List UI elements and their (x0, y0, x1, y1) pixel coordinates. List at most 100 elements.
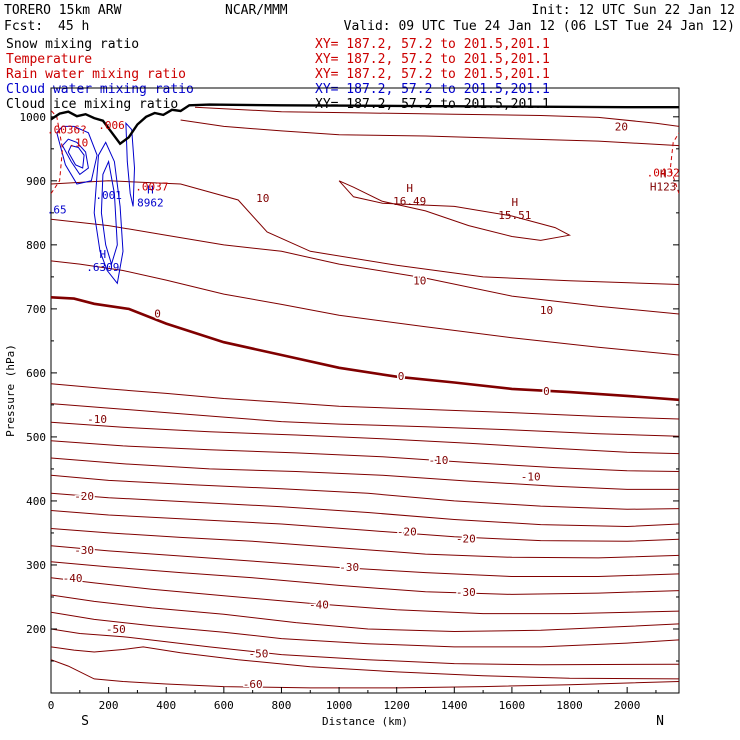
temperature-contour-3 (51, 611, 679, 648)
x-tick-label-3: 600 (214, 699, 234, 712)
legend-xy-2: XY= 187.2, 57.2 to 201.5,201.1 (315, 67, 550, 82)
legend-xy-3: XY= 187.2, 57.2 to 201.5,201.1 (315, 82, 550, 97)
cloud-water-contour-1 (67, 145, 85, 169)
contour-label-14: 0 (398, 370, 405, 383)
high-value-4: H123 (650, 180, 677, 193)
rain-contour-1 (669, 132, 679, 194)
temperature-contour-18 (51, 260, 679, 356)
temperature-contour-10 (51, 492, 679, 528)
contour-label-2: -50 (106, 623, 126, 636)
init-time: Init: 12 UTC Sun 22 Jan 12 (532, 3, 736, 18)
contour-labels: -60 -50 -50 -40 -40 -30 -30 -30 -20 -20 -20 -10 -10 -… (47, 119, 680, 693)
temperature-contour-5 (51, 577, 679, 615)
y-tick-label-3: 500 (26, 431, 46, 444)
x-tick-label-8: 1600 (499, 699, 526, 712)
temperature-contour-0 (51, 659, 679, 689)
temperature-contour-22 (180, 119, 679, 147)
north-label: N (656, 714, 664, 729)
axes: 0 200 400 600 800 1000 1200 1400 1600 1800 2000200… (4, 111, 679, 729)
temperature-contour-8 (51, 528, 679, 559)
temperature-contour-17 (51, 296, 679, 402)
y-axis-label: Pressure (hPa) (4, 344, 17, 437)
contour-label-17: 10 (540, 304, 553, 317)
contour-label-12: -10 (429, 454, 449, 467)
y-tick-label-1: 300 (26, 559, 46, 572)
legend-name-0: Snow mixing ratio (6, 37, 139, 52)
contour-label-20: 20 (615, 120, 628, 133)
contour-label-19: 10 (256, 192, 269, 205)
temperature-contour-1 (51, 646, 679, 680)
legend-name-2: Rain water mixing ratio (6, 67, 186, 82)
contour-label-11: -10 (521, 471, 541, 484)
field-legend: Snow mixing ratio XY= 187.2, 57.2 to 201.… (6, 37, 550, 112)
high-value-3: 8962 (137, 196, 164, 209)
x-tick-label-7: 1400 (441, 699, 468, 712)
temperature-contour-23 (194, 106, 679, 127)
high-value-1: 15.51 (498, 209, 531, 222)
x-tick-label-6: 1200 (383, 699, 410, 712)
temperature-contour-19 (51, 218, 679, 315)
contour-label-16: 0 (154, 307, 161, 320)
plot-frame (50, 87, 680, 694)
rain-contour-0 (51, 110, 64, 194)
valid-time: Valid: 09 UTC Tue 24 Jan 12 (06 LST Tue … (344, 19, 735, 34)
cloud-water-contours (51, 110, 679, 285)
high-value-2: .6309 (86, 261, 119, 274)
contour-label-3: -40 (309, 599, 329, 612)
y-tick-label-4: 600 (26, 367, 46, 380)
field-label-1: .001 (95, 189, 122, 202)
cloud-water-contour-4 (100, 159, 118, 266)
contour-label-8: -20 (397, 526, 417, 539)
temperature-contour-13 (51, 440, 679, 472)
south-label: S (81, 714, 89, 729)
legend-name-3: Cloud water mixing ratio (6, 82, 194, 97)
temperature-contour-20 (51, 180, 679, 285)
temperature-contour-4 (51, 594, 679, 633)
center-label: NCAR/MMM (225, 3, 288, 18)
fcst-hours: 45 h (58, 19, 89, 34)
temperature-contour-6 (51, 561, 679, 595)
temperature-contour-11 (51, 474, 679, 510)
legend-name-4: Cloud ice mixing ratio (6, 97, 178, 112)
field-label-3: .0036? (47, 124, 87, 137)
contour-label-4: -40 (63, 572, 83, 585)
temperature-contour-2 (51, 628, 679, 666)
temperature-contours (51, 106, 679, 689)
legend-xy-4: XY= 187.2, 57.2 to 201.5,201.1 (315, 97, 550, 112)
x-tick-label-5: 1000 (326, 699, 353, 712)
y-tick-label-7: 900 (26, 175, 46, 188)
y-tick-label-8: 1000 (20, 111, 47, 124)
y-tick-label-2: 400 (26, 495, 46, 508)
contour-label-1: -50 (248, 647, 268, 660)
contour-label-18: 10 (413, 275, 426, 288)
header-block: TORERO 15km ARW NCAR/MMM Init: 12 UTC Su… (4, 3, 735, 34)
model-title: TORERO 15km ARW (4, 3, 122, 18)
high-marker-1: H (511, 196, 518, 209)
contour-label-5: -30 (456, 586, 476, 599)
y-tick-label-0: 200 (26, 623, 46, 636)
contour-label-10: -20 (74, 490, 94, 503)
x-tick-label-0: 0 (48, 699, 55, 712)
temperature-contour-7 (51, 545, 679, 577)
legend-xy-1: XY= 187.2, 57.2 to 201.5,201.1 (315, 52, 550, 67)
field-label-5: .006 (98, 119, 125, 132)
y-tick-label-5: 700 (26, 303, 46, 316)
temperature-contour-15 (51, 403, 679, 437)
temperature-contour-12 (51, 457, 679, 490)
high-value-0: 16.49 (393, 195, 426, 208)
contour-label-9: -20 (456, 533, 476, 546)
terrain-line (50, 103, 679, 146)
contour-label-6: -30 (339, 561, 359, 574)
temperature-contour-21 (338, 180, 572, 241)
x-tick-label-2: 400 (156, 699, 176, 712)
field-label-4: .10 (68, 136, 88, 149)
contour-label-13: -10 (87, 413, 107, 426)
cloud-water-contour-0 (61, 138, 89, 176)
legend-name-1: Temperature (6, 52, 92, 67)
high-marker-2: H (100, 248, 107, 261)
cloud-water-contour-2 (56, 125, 98, 185)
temperature-contour-16 (51, 383, 679, 420)
x-tick-label-9: 1800 (556, 699, 583, 712)
temperature-contour-9 (51, 510, 679, 542)
